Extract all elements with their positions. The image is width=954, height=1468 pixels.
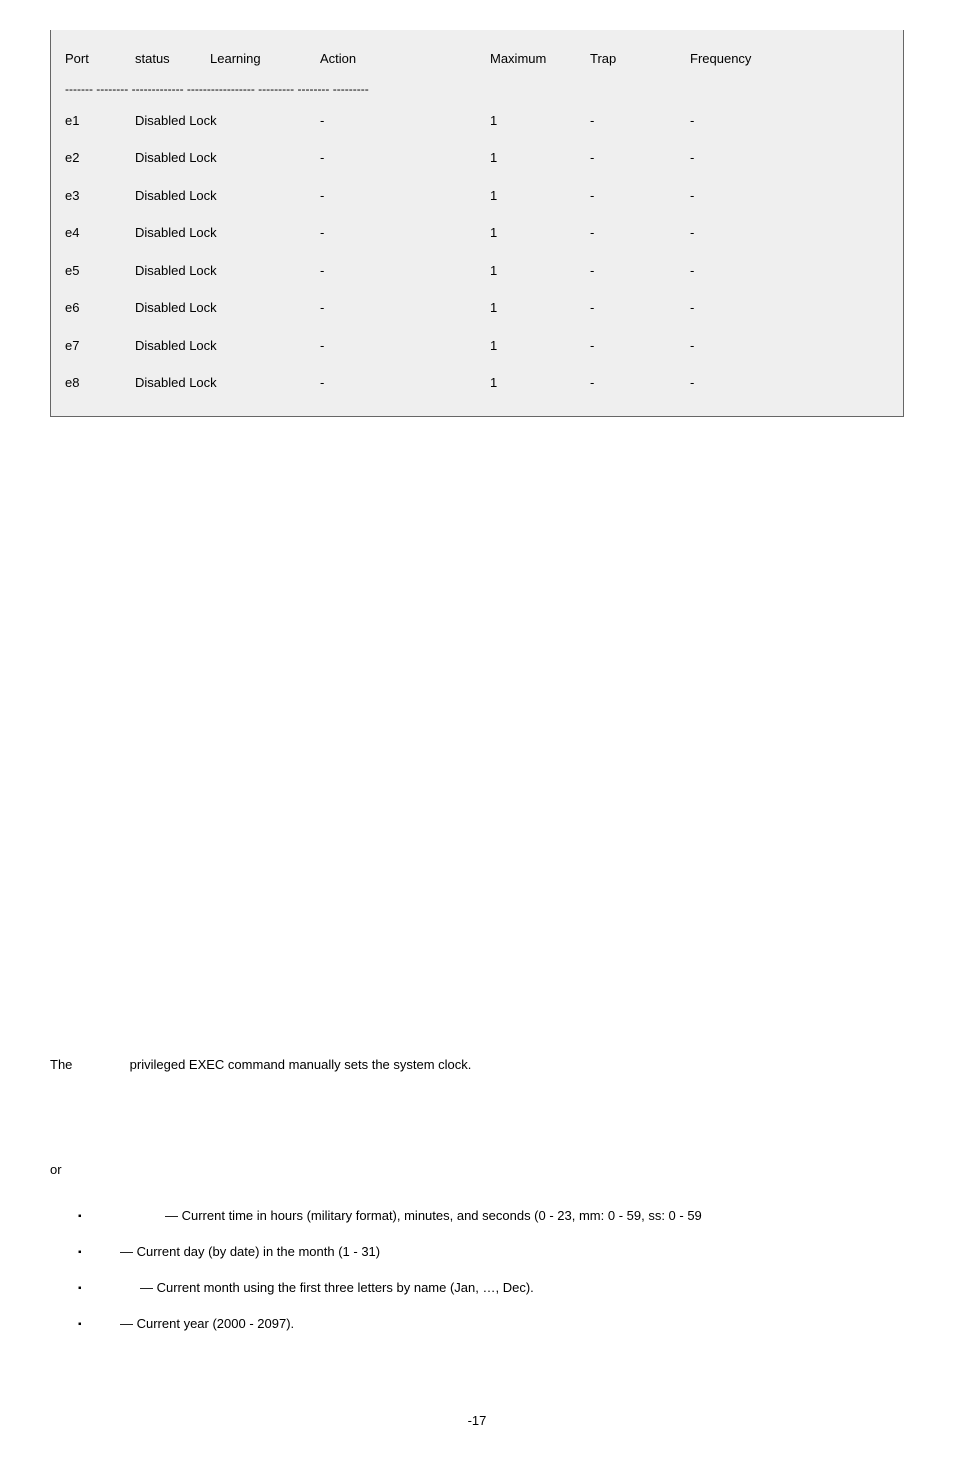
cell-port: e5	[65, 261, 135, 281]
cell-maximum: 1	[490, 336, 590, 356]
description-line: The privileged EXEC command manually set…	[50, 1057, 904, 1072]
table-divider: ------- -------- ------------- ---------…	[65, 78, 889, 102]
cell-maximum: 1	[490, 373, 590, 393]
table-body: e1Disabled Lock-1--e2Disabled Lock-1--e3…	[65, 102, 889, 402]
header-maximum: Maximum	[490, 49, 590, 69]
cell-frequency: -	[690, 148, 889, 168]
cell-port: e2	[65, 148, 135, 168]
list-item: — Current month using the first three le…	[50, 1279, 904, 1297]
cell-port: e8	[65, 373, 135, 393]
cell-status-learning: Disabled Lock	[135, 336, 320, 356]
cell-trap: -	[590, 148, 690, 168]
table-row: e2Disabled Lock-1--	[65, 139, 889, 177]
or-label: or	[50, 1162, 904, 1177]
spacer	[50, 417, 904, 1057]
list-item: — Current time in hours (military format…	[50, 1207, 904, 1225]
header-trap: Trap	[590, 49, 690, 69]
cell-action: -	[320, 186, 490, 206]
cell-status-learning: Disabled Lock	[135, 186, 320, 206]
cell-action: -	[320, 336, 490, 356]
header-status: status	[135, 49, 210, 69]
cell-maximum: 1	[490, 261, 590, 281]
cell-status-learning: Disabled Lock	[135, 223, 320, 243]
cell-status-learning: Disabled Lock	[135, 373, 320, 393]
list-item: — Current year (2000 - 2097).	[50, 1315, 904, 1333]
cell-action: -	[320, 111, 490, 131]
cell-maximum: 1	[490, 186, 590, 206]
cell-port: e7	[65, 336, 135, 356]
cell-frequency: -	[690, 111, 889, 131]
page-footer: -17	[50, 1413, 904, 1428]
cell-maximum: 1	[490, 111, 590, 131]
table-row: e1Disabled Lock-1--	[65, 102, 889, 140]
table-row: e3Disabled Lock-1--	[65, 177, 889, 215]
list-item-text: — Current year (2000 - 2097).	[110, 1316, 294, 1331]
cell-action: -	[320, 298, 490, 318]
cell-action: -	[320, 373, 490, 393]
cell-port: e3	[65, 186, 135, 206]
cell-trap: -	[590, 373, 690, 393]
cell-port: e4	[65, 223, 135, 243]
cell-maximum: 1	[490, 223, 590, 243]
table-row: e6Disabled Lock-1--	[65, 289, 889, 327]
cell-frequency: -	[690, 298, 889, 318]
header-port: Port	[65, 49, 135, 69]
cell-trap: -	[590, 111, 690, 131]
cell-status-learning: Disabled Lock	[135, 111, 320, 131]
cell-frequency: -	[690, 373, 889, 393]
cell-frequency: -	[690, 186, 889, 206]
cell-frequency: -	[690, 336, 889, 356]
list-item-text: — Current day (by date) in the month (1 …	[110, 1244, 380, 1259]
list-item-text: — Current time in hours (military format…	[110, 1208, 702, 1223]
cell-frequency: -	[690, 261, 889, 281]
page-content: Port status Learning Action Maximum Trap…	[0, 0, 954, 1468]
cell-maximum: 1	[490, 298, 590, 318]
cell-status-learning: Disabled Lock	[135, 261, 320, 281]
header-action: Action	[320, 49, 490, 69]
cell-trap: -	[590, 186, 690, 206]
cell-status-learning: Disabled Lock	[135, 298, 320, 318]
header-frequency: Frequency	[690, 49, 889, 69]
cell-port: e6	[65, 298, 135, 318]
desc-prefix: The	[50, 1057, 72, 1072]
cell-trap: -	[590, 261, 690, 281]
cell-trap: -	[590, 336, 690, 356]
table-row: e4Disabled Lock-1--	[65, 214, 889, 252]
table-row: e8Disabled Lock-1--	[65, 364, 889, 402]
desc-rest: privileged EXEC command manually sets th…	[130, 1057, 472, 1072]
cell-action: -	[320, 261, 490, 281]
list-item: — Current day (by date) in the month (1 …	[50, 1243, 904, 1261]
table-row: e5Disabled Lock-1--	[65, 252, 889, 290]
cell-frequency: -	[690, 223, 889, 243]
cell-trap: -	[590, 298, 690, 318]
table-header-row: Port status Learning Action Maximum Trap…	[65, 40, 889, 78]
cell-maximum: 1	[490, 148, 590, 168]
cell-port: e1	[65, 111, 135, 131]
list-item-text: — Current month using the first three le…	[110, 1280, 534, 1295]
cell-status-learning: Disabled Lock	[135, 148, 320, 168]
bullet-list: — Current time in hours (military format…	[50, 1207, 904, 1334]
table-row: e7Disabled Lock-1--	[65, 327, 889, 365]
header-learning: Learning	[210, 49, 320, 69]
cell-action: -	[320, 148, 490, 168]
cell-trap: -	[590, 223, 690, 243]
port-table: Port status Learning Action Maximum Trap…	[50, 30, 904, 417]
cell-action: -	[320, 223, 490, 243]
